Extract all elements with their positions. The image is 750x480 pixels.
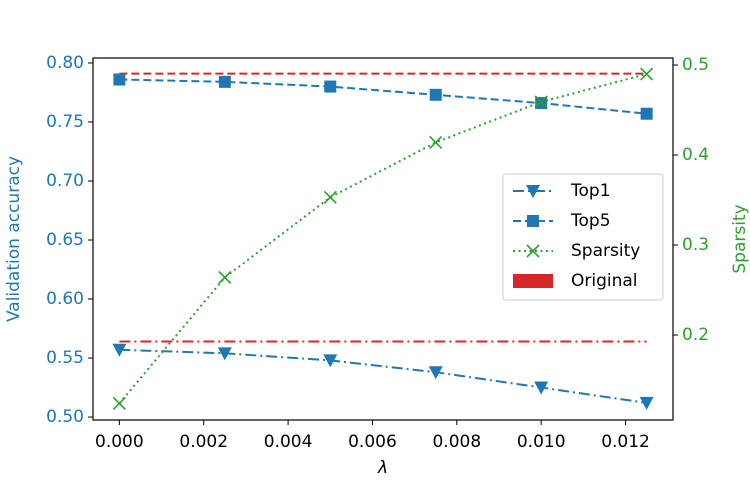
legend-label: Original: [571, 271, 638, 291]
y-tick-label: 0.70: [46, 171, 84, 191]
marker: [640, 67, 654, 81]
y-tick-label: 0.55: [46, 348, 84, 368]
plot-frame: [92, 57, 674, 421]
x-tick-label: 0.000: [95, 432, 144, 452]
legend-marker: [527, 215, 539, 227]
legend-label: Top5: [570, 211, 611, 231]
y2-tick-label: 0.2: [682, 325, 709, 345]
y2-axis-label: Sparsity: [730, 204, 750, 273]
marker: [324, 80, 337, 93]
marker: [218, 270, 232, 284]
legend-label: Top1: [570, 181, 611, 201]
marker: [112, 343, 127, 357]
x-tick-label: 0.004: [264, 432, 313, 452]
series-line: [119, 348, 647, 404]
x-tick-label: 0.008: [432, 432, 481, 452]
x-tick-label: 0.006: [348, 432, 397, 452]
marker: [218, 75, 231, 88]
marker: [323, 354, 338, 368]
marker: [112, 396, 126, 411]
legend-box: [502, 173, 664, 301]
x-tick-label: 0.012: [601, 432, 650, 452]
marker: [534, 381, 549, 395]
y-tick-label: 0.50: [46, 407, 84, 427]
marker: [429, 135, 443, 149]
marker: [534, 95, 548, 109]
y-tick-label: 0.80: [46, 53, 84, 73]
y2-tick-label: 0.3: [682, 235, 709, 255]
marker: [428, 366, 443, 380]
marker: [535, 97, 548, 110]
legend-label: Sparsity: [571, 241, 640, 261]
y2-tick-label: 0.5: [682, 55, 709, 75]
y-tick-label: 0.60: [46, 289, 84, 309]
y-tick-label: 0.75: [46, 112, 84, 132]
x-tick-label: 0.002: [179, 432, 228, 452]
marker: [323, 190, 337, 204]
series-line: [119, 78, 647, 115]
y-tick-label: 0.65: [46, 230, 84, 250]
marker: [217, 347, 232, 361]
marker: [113, 73, 126, 86]
legend-marker: [526, 244, 540, 258]
y2-tick-label: 0.4: [682, 145, 709, 165]
marker: [429, 88, 442, 101]
legend-marker: [526, 185, 540, 198]
x-tick-label: 0.010: [517, 432, 566, 452]
y-axis-label: Validation accuracy: [4, 156, 24, 322]
x-axis-label: λ: [377, 458, 388, 478]
legend-swatch: [513, 274, 553, 288]
marker: [639, 396, 654, 410]
marker: [640, 107, 653, 120]
